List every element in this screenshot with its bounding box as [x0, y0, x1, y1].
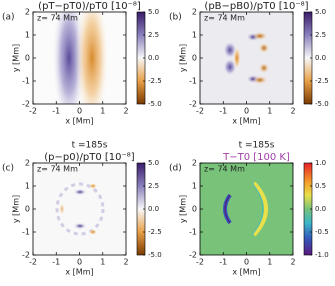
- y-tick-label: 0: [192, 205, 197, 214]
- x-tick-label: -1: [52, 258, 60, 267]
- colorbar-tick-label: -5.0: [148, 251, 162, 259]
- x-tick-label: 1: [267, 258, 272, 267]
- panel-label: (d): [169, 164, 182, 174]
- y-tick-label: -2: [22, 251, 30, 260]
- panel-title: (pB−pB0)/pT0 [10⁻⁸]: [204, 1, 308, 12]
- y-tick-label: 1: [25, 182, 30, 191]
- x-tick-label: 2: [290, 258, 295, 267]
- x-tick-label: 1: [100, 258, 105, 267]
- image-b: [200, 12, 293, 104]
- panel-title: T−T0 [100 K]: [222, 152, 290, 163]
- colorbar-tick-label: 5.0: [148, 8, 159, 16]
- y-axis-label: y [Mm]: [12, 195, 21, 223]
- y-tick-label: 2: [25, 8, 30, 17]
- y-axis-label: y [Mm]: [179, 44, 188, 72]
- x-tick-label: 0: [244, 258, 249, 267]
- image-a: [33, 12, 126, 104]
- y-tick-label: 2: [192, 8, 197, 17]
- colorbar-tick-label: 0.0: [315, 54, 326, 62]
- colorbar-tick-label: -0.5: [315, 228, 329, 236]
- y-tick-label: 2: [192, 159, 197, 168]
- colorbar-tick-label: -5.0: [315, 100, 329, 108]
- y-axis-label: y [Mm]: [179, 195, 188, 223]
- y-tick-label: 0: [25, 54, 30, 63]
- x-axis-label: x [Mm]: [65, 268, 93, 277]
- y-tick-label: -2: [189, 251, 197, 260]
- x-tick-label: 2: [290, 107, 295, 116]
- x-tick-label: -1: [219, 107, 227, 116]
- y-tick-label: 1: [192, 31, 197, 40]
- time-label: t =185s: [239, 141, 275, 151]
- y-tick-label: -2: [22, 100, 30, 109]
- x-tick-label: 1: [267, 107, 272, 116]
- time-label: t =185s: [72, 141, 108, 151]
- panel-label: (b): [169, 13, 182, 23]
- x-axis-label: x [Mm]: [65, 117, 93, 126]
- x-axis-label: x [Mm]: [232, 117, 260, 126]
- y-tick-label: -1: [189, 77, 197, 86]
- y-tick-label: 1: [25, 31, 30, 40]
- annotation: z= 74 Mm: [204, 165, 245, 174]
- y-tick-label: 0: [25, 205, 30, 214]
- colorbar-tick-label: 0.0: [315, 205, 326, 213]
- panel-label: (c): [2, 164, 14, 174]
- x-tick-label: -1: [219, 258, 227, 267]
- panel-label: (a): [2, 13, 15, 23]
- colorbar-tick-label: 2.5: [148, 31, 159, 39]
- colorbar-tick-label: -5.0: [148, 100, 162, 108]
- x-tick-label: 0: [77, 107, 82, 116]
- x-tick-label: -2: [29, 107, 37, 116]
- y-tick-label: -2: [189, 100, 197, 109]
- y-tick-label: 2: [25, 159, 30, 168]
- image-d: [200, 163, 293, 255]
- colorbar-tick-label: -2.5: [148, 77, 162, 85]
- x-tick-label: -2: [196, 258, 204, 267]
- y-tick-label: 1: [192, 182, 197, 191]
- annotation: z= 74 Mm: [37, 165, 78, 174]
- colorbar-tick-label: 0.0: [148, 205, 159, 213]
- x-tick-label: 0: [77, 258, 82, 267]
- colorbar-tick-label: -1.0: [315, 251, 329, 259]
- y-tick-label: -1: [189, 228, 197, 237]
- annotation: z= 74 Mm: [37, 14, 78, 23]
- colorbar-tick-label: -2.5: [148, 228, 162, 236]
- y-tick-label: -1: [22, 228, 30, 237]
- colorbar-tick-label: -2.5: [315, 77, 329, 85]
- colorbar-tick-label: 2.5: [315, 31, 326, 39]
- x-tick-label: 2: [123, 107, 128, 116]
- x-tick-label: 1: [100, 107, 105, 116]
- x-tick-label: -2: [196, 107, 204, 116]
- x-tick-label: 2: [123, 258, 128, 267]
- x-axis-label: x [Mm]: [232, 268, 260, 277]
- panel-title: (p−p0)/pT0 [10⁻⁸]: [44, 152, 135, 163]
- colorbar-tick-label: 2.5: [148, 182, 159, 190]
- colorbar-tick-label: 5.0: [315, 8, 326, 16]
- x-tick-label: -1: [52, 107, 60, 116]
- x-tick-label: -2: [29, 258, 37, 267]
- y-tick-label: 0: [192, 54, 197, 63]
- y-tick-label: -1: [22, 77, 30, 86]
- colorbar-tick-label: 0.0: [148, 54, 159, 62]
- annotation: z= 74 Mm: [204, 14, 245, 23]
- image-c: [33, 163, 126, 255]
- colorbar-tick-label: 1.0: [315, 159, 326, 167]
- panel-title: (pT−pT0)/pT0 [10⁻⁸]: [38, 1, 141, 12]
- colorbar-tick-label: 5.0: [148, 159, 159, 167]
- y-axis-label: y [Mm]: [12, 44, 21, 72]
- x-tick-label: 0: [244, 107, 249, 116]
- colorbar-tick-label: 0.5: [315, 182, 326, 190]
